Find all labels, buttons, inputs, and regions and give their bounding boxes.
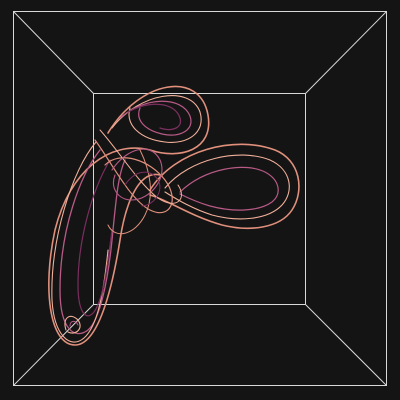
curve-center-strand-1	[94, 139, 173, 214]
box-edge-top-right	[305, 11, 387, 94]
box-edge-top-left	[13, 11, 94, 94]
box-edge-bottom-right	[305, 304, 387, 386]
curve-center-strand-2	[99, 129, 182, 204]
curve-tip-loop-inner	[69, 320, 79, 327]
curve-upper-strand-1	[111, 95, 202, 143]
box-front-face	[13, 11, 387, 386]
box-edge-bottom-left	[13, 304, 94, 386]
curve-center-strand-4	[107, 149, 151, 235]
curve-tip-loop	[64, 315, 81, 334]
wireframe-box	[13, 11, 387, 386]
curve-right-lobe-core	[179, 166, 279, 211]
curve-right-lobe-inner	[164, 154, 290, 220]
curve-upper-strand-2	[119, 100, 192, 136]
curve-left-lobe-strand-2	[51, 141, 109, 343]
curve-center-strand-3	[111, 148, 163, 201]
curve-outer-loop	[48, 85, 210, 346]
curve-left-lobe-strand-1	[59, 149, 126, 335]
curve-right-lobe	[149, 143, 300, 230]
curve-left-lobe-strand-3	[77, 159, 113, 317]
curve-upper-strand-3	[127, 103, 182, 131]
curve-center-strand-5	[124, 171, 161, 207]
attractor-curve	[48, 85, 300, 346]
box-back-face	[93, 93, 306, 305]
